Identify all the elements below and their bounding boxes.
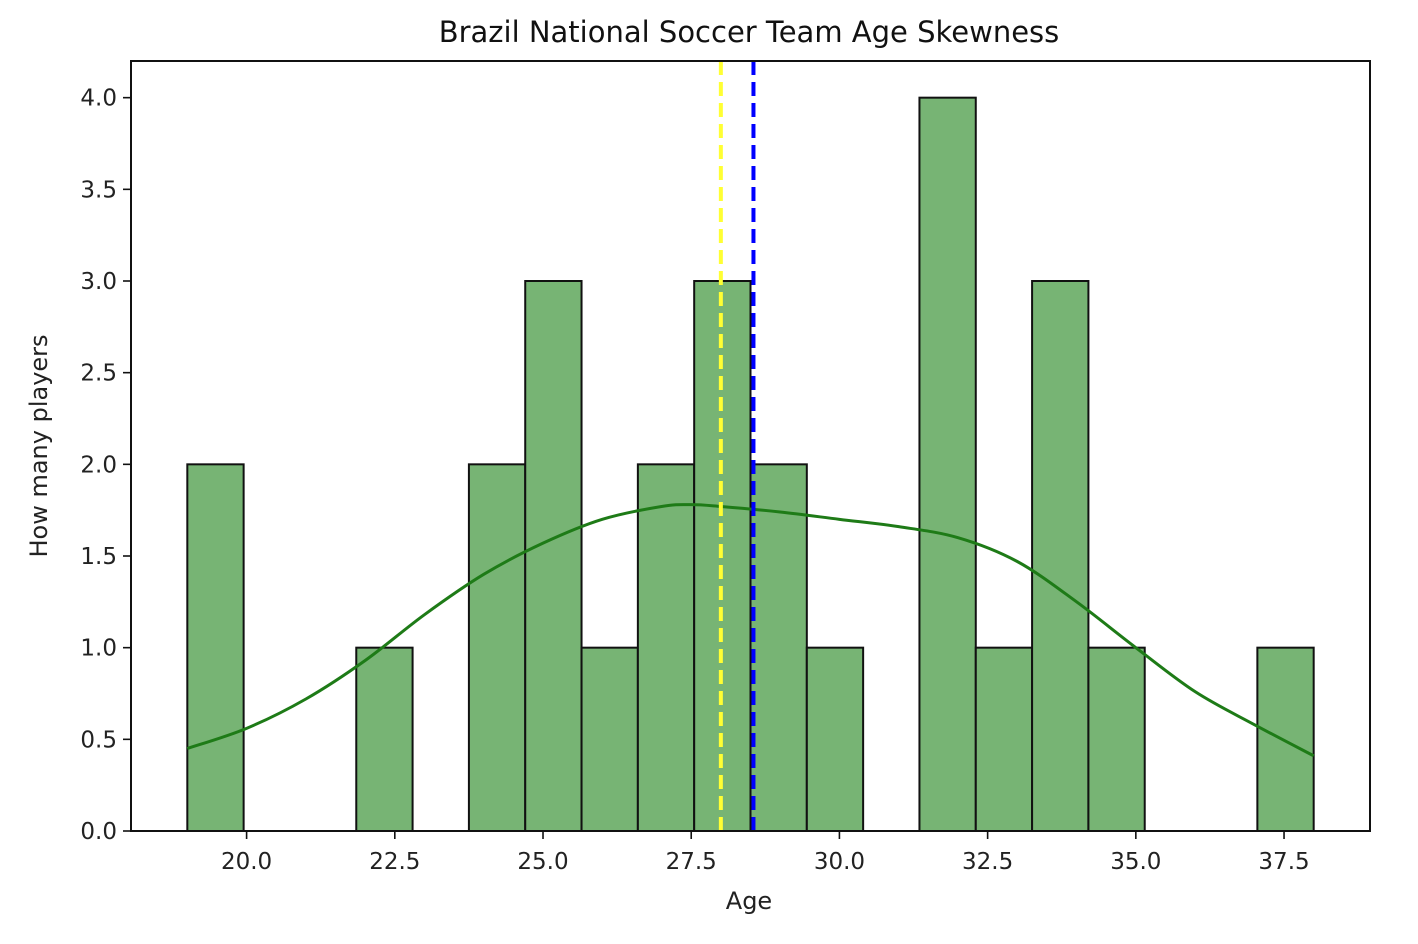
y-tick-label-1: 0.5 (80, 727, 117, 753)
histogram-bar-11 (805, 646, 865, 833)
histogram-bar-6 (524, 280, 583, 832)
plot-frame (130, 60, 1371, 832)
x-tick-label-5: 32.5 (962, 849, 1013, 875)
histogram-bar-8 (636, 463, 696, 832)
x-tick-label-7: 37.5 (1258, 849, 1309, 875)
x-tick-label-2: 25.0 (517, 849, 568, 875)
histogram-bar-3 (355, 646, 414, 833)
histogram-bar-19 (1256, 646, 1315, 833)
histogram-bar-10 (749, 463, 808, 832)
y-tick-label-5: 2.5 (80, 361, 117, 387)
bars-layer (186, 96, 1315, 833)
y-axis-ticks: 0.0 0.5 1.0 1.5 2.0 2.5 3.0 3.5 4.0 (80, 86, 131, 845)
y-tick-label-6: 3.0 (80, 269, 117, 295)
histogram-bar-15 (1031, 280, 1090, 832)
histogram-bar-14 (974, 646, 1034, 833)
y-tick-label-0: 0.0 (80, 819, 117, 845)
y-axis-label: How many players (25, 334, 53, 557)
x-tick-label-3: 27.5 (666, 849, 717, 875)
y-tick-label-2: 1.0 (80, 636, 117, 662)
x-tick-label-0: 20.0 (221, 849, 272, 875)
x-tick-label-1: 22.5 (369, 849, 420, 875)
y-tick-label-3: 1.5 (80, 544, 117, 570)
y-tick-label-4: 2.0 (80, 452, 117, 478)
histogram-bar-13 (918, 96, 977, 832)
x-tick-label-4: 30.0 (814, 849, 865, 875)
chart-title: Brazil National Soccer Team Age Skewness (439, 15, 1060, 49)
y-tick-label-8: 4.0 (80, 86, 117, 112)
reference-lines (718, 61, 756, 831)
x-tick-label-6: 35.0 (1110, 849, 1161, 875)
x-axis-ticks: 20.0 22.5 25.0 27.5 30.0 32.5 35.0 37.5 (221, 831, 1310, 875)
x-axis-label: Age (726, 887, 772, 915)
histogram-bar-16 (1087, 646, 1146, 833)
histogram-bar-7 (580, 646, 639, 833)
histogram-bar-0 (186, 463, 245, 832)
y-tick-label-7: 3.5 (80, 177, 117, 203)
histogram-bar-5 (467, 463, 527, 832)
